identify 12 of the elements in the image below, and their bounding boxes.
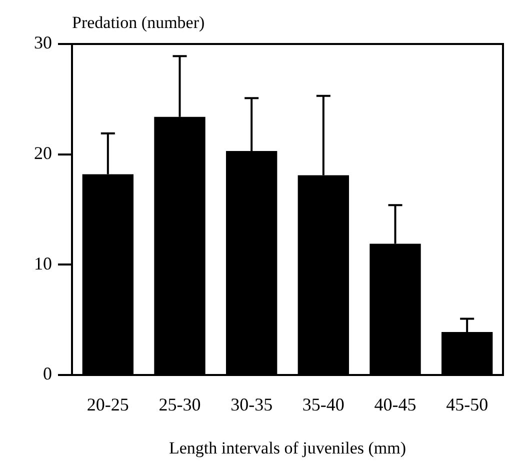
x-tick-label: 30-35 (230, 394, 273, 415)
y-tick-label: 0 (43, 364, 52, 384)
x-tick-label: 40-45 (374, 394, 416, 415)
x-tick-label: 45-50 (446, 394, 488, 415)
x-axis-title: Length intervals of juveniles (mm) (169, 438, 406, 458)
x-tick-label: 20-25 (86, 394, 129, 415)
x-tick-label: 25-30 (158, 394, 201, 415)
y-axis-title: Predation (number) (72, 12, 205, 32)
y-tick-label: 30 (34, 32, 52, 53)
y-tick-label: 10 (34, 253, 52, 274)
y-tick-label: 20 (34, 143, 52, 164)
x-tick-label: 35-40 (302, 394, 344, 415)
